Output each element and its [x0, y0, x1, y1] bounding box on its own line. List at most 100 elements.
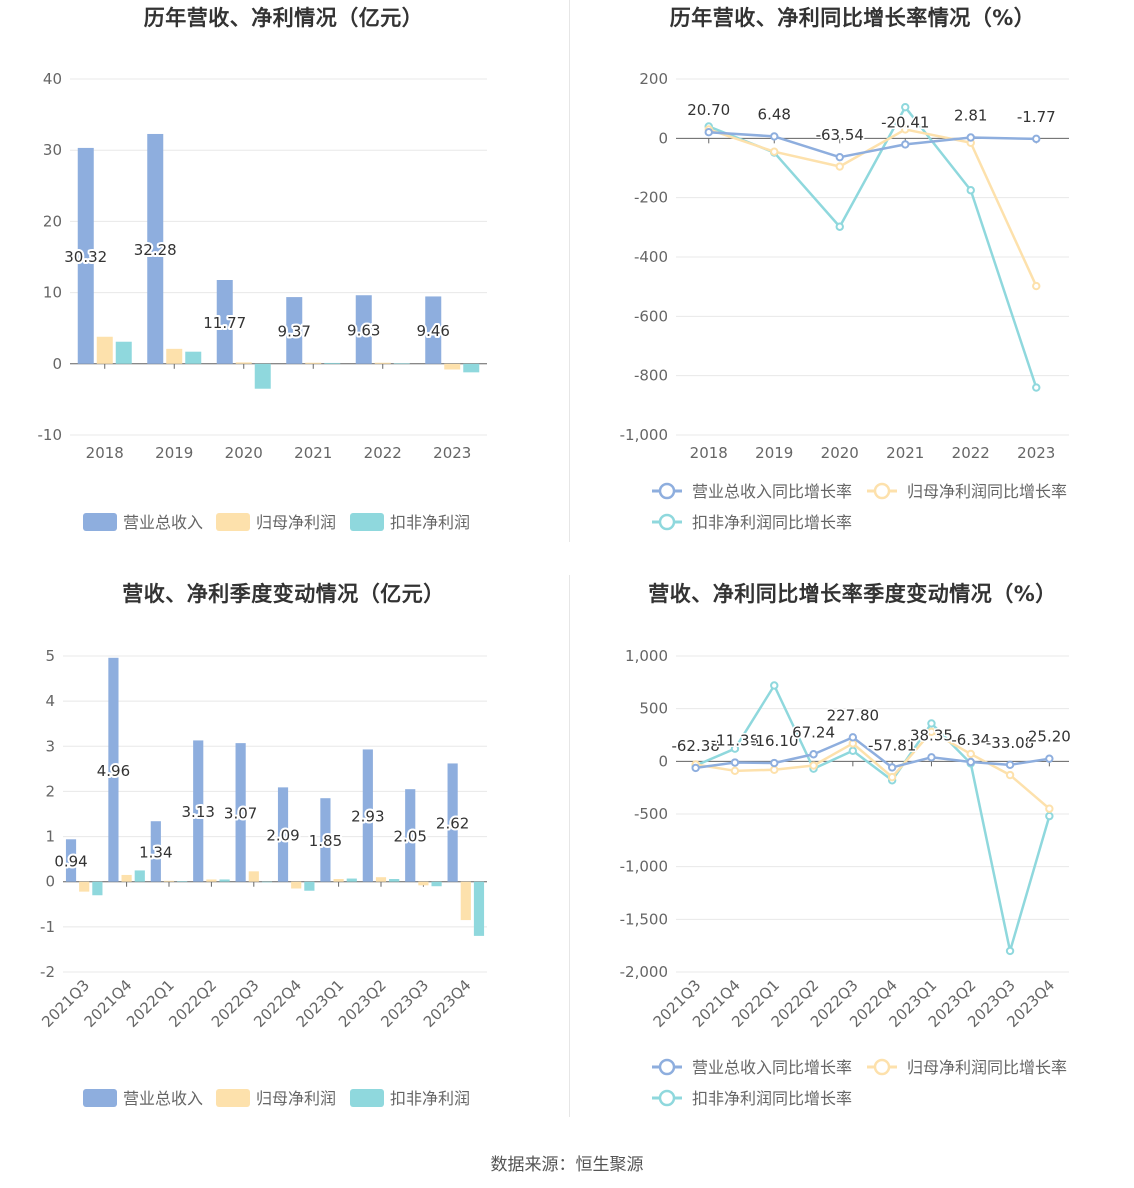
- legend-marker: [658, 1058, 676, 1076]
- data-point: [848, 733, 858, 742]
- bar-data-label: 30.32: [64, 248, 107, 266]
- bar: [121, 874, 132, 882]
- y-tick-label: 40: [43, 70, 62, 88]
- y-tick-label: 20: [43, 212, 62, 230]
- line-data-label: -62.38: [671, 737, 719, 755]
- line-data-label: 2.81: [954, 106, 987, 124]
- data-point: [809, 761, 818, 770]
- data-point: [1045, 811, 1054, 821]
- line-data-label: -16.10: [750, 732, 798, 750]
- bar: [375, 877, 387, 882]
- legend-swatch: [83, 513, 117, 531]
- data-point: [1005, 946, 1015, 956]
- line-data-label: 227.80: [827, 706, 880, 724]
- bar: [248, 871, 259, 882]
- x-tick-label: 2023Q4: [420, 976, 475, 1031]
- y-tick-label: 2: [45, 782, 55, 800]
- bar: [261, 881, 273, 883]
- bar: [79, 881, 90, 892]
- x-tick-label: 2019: [755, 444, 793, 462]
- bar: [389, 879, 400, 882]
- bar: [460, 881, 471, 921]
- series-line: [695, 736, 1050, 770]
- annual-revenue-profit-chart: 历年营收、净利情况（亿元） -10 0 10 20 30 40 2018 2019 2020 20…: [0, 0, 567, 545]
- line-data-label: 67.24: [792, 723, 835, 741]
- bar: [444, 363, 461, 370]
- data-point: [901, 102, 910, 112]
- bar: [108, 657, 119, 882]
- y-tick-label: -400: [634, 248, 668, 266]
- data-point: [770, 681, 779, 690]
- x-tick-label: 2018: [690, 444, 728, 462]
- y-tick-label: -10: [38, 426, 63, 444]
- x-tick-label: 2021: [294, 444, 332, 462]
- y-tick-label: -500: [634, 805, 668, 823]
- legend-label: 扣非净利润: [390, 513, 470, 532]
- bar: [333, 879, 344, 882]
- annual-growth-rate-svg: -1,000 -800 -600 -400 -200 0 200 2018 2019 2020 20…: [620, 70, 1069, 532]
- bar: [305, 362, 322, 364]
- y-tick-label: 0: [52, 355, 62, 373]
- data-point: [809, 750, 818, 759]
- y-tick-label: 0: [45, 873, 55, 891]
- y-tick-label: 4: [45, 692, 55, 710]
- data-point: [848, 746, 858, 756]
- legend-marker: [658, 513, 676, 531]
- bar: [235, 743, 246, 882]
- legend-swatch: [350, 513, 384, 531]
- bar-data-label: 2.62: [436, 815, 469, 833]
- x-tick-label: 2022: [364, 444, 402, 462]
- legend-label: 扣非净利润同比增长率: [692, 513, 852, 532]
- line-data-label: -6.34: [951, 731, 990, 749]
- data-point: [887, 772, 897, 782]
- data-point: [901, 125, 910, 134]
- data-point: [966, 186, 975, 195]
- x-tick-label: 2019: [155, 444, 193, 462]
- data-point: [1032, 281, 1041, 291]
- legend-label: 营业总收入: [123, 1089, 203, 1108]
- annual-revenue-profit-svg: -10 0 10 20 30 40 2018 2019 2020 2021 2022 2023 30.3…: [38, 70, 487, 532]
- legend-label: 营业总收入同比增长率: [692, 482, 852, 501]
- bar: [346, 878, 357, 882]
- bar: [286, 297, 303, 364]
- data-point: [770, 147, 779, 156]
- y-tick-label: 10: [43, 284, 62, 302]
- data-point: [966, 133, 975, 142]
- bar-data-label: 3.13: [182, 803, 215, 821]
- y-tick-label: -800: [634, 367, 668, 385]
- line-data-label: 25.20: [1028, 728, 1071, 746]
- y-tick-label: 200: [639, 70, 668, 88]
- bar: [362, 749, 373, 882]
- bar: [291, 881, 302, 889]
- data-point: [704, 127, 713, 137]
- data-point: [835, 222, 844, 231]
- bar: [177, 881, 188, 882]
- x-tick-label: 2023: [433, 444, 471, 462]
- y-tick-label: -600: [634, 307, 668, 325]
- bar: [193, 740, 204, 882]
- line-data-label: 6.48: [758, 105, 791, 123]
- chart-title: 历年营收、净利情况（亿元）: [143, 6, 424, 30]
- bar-data-label: 1.34: [139, 843, 172, 861]
- bar: [425, 296, 442, 364]
- bar-data-label: 11.77: [203, 314, 246, 332]
- annual-growth-rate-chart: 历年营收、净利同比增长率情况（%） -1,000 -800 -600 -400 -200…: [571, 0, 1134, 545]
- bar-data-label: 2.05: [394, 827, 427, 845]
- data-point: [927, 727, 936, 737]
- data-point: [1045, 804, 1054, 813]
- line-data-label: 38.35: [910, 726, 953, 744]
- quarterly-revenue-profit-svg: -2-10123452021Q32021Q42022Q12022Q22022Q3…: [38, 647, 487, 1108]
- y-tick-label: -1,000: [620, 426, 668, 444]
- legend-swatch: [216, 1089, 250, 1107]
- x-tick-label: 2018: [86, 444, 124, 462]
- bar: [355, 295, 372, 364]
- legend-marker: [658, 482, 676, 500]
- bar: [134, 870, 145, 882]
- line-data-label: -1.77: [1017, 108, 1056, 126]
- legend-marker: [873, 1058, 891, 1076]
- bar-data-label: 9.63: [347, 322, 380, 340]
- x-tick-label: 2021: [886, 444, 924, 462]
- data-point: [770, 765, 779, 774]
- y-tick-label: 3: [45, 737, 55, 755]
- legend-label: 归母净利润同比增长率: [907, 1058, 1067, 1077]
